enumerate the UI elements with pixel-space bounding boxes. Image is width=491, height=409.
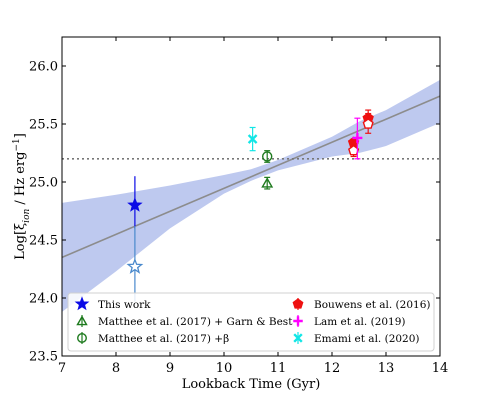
x-tick-label: 8 <box>112 361 120 376</box>
legend-label: Lam et al. (2019) <box>314 316 406 328</box>
y-tick-label: 25.0 <box>29 176 58 191</box>
x-tick-label: 9 <box>166 361 174 376</box>
legend-entry: This work <box>74 296 151 311</box>
x-tick-label: 7 <box>58 361 66 376</box>
plot-frame <box>61 36 441 357</box>
legend-marker <box>77 333 87 343</box>
legend-entry: Emami et al. (2020) <box>293 332 420 345</box>
x-axis-label: Lookback Time (Gyr) <box>182 377 321 392</box>
legend-label: Matthee et al. (2017) + Garn & Best <box>98 316 293 328</box>
data-point <box>261 177 274 188</box>
fit-line <box>62 95 440 259</box>
legend-label: Matthee et al. (2017) +β <box>98 333 229 345</box>
x-tick-label: 12 <box>324 361 341 376</box>
legend: This work Matthee et al. (2017) + Garn & … <box>67 292 435 352</box>
legend-entry: Matthee et al. (2017) + Garn & Best <box>76 315 293 328</box>
legend-label: This work <box>98 299 151 311</box>
data-point <box>262 151 273 162</box>
data-point <box>126 257 144 274</box>
confidence-band <box>62 79 440 312</box>
y-axis-label: Log[ξion / Hz erg−1] <box>12 133 32 260</box>
legend-entry: Matthee et al. (2017) +β <box>77 332 229 345</box>
x-tick-label: 10 <box>216 361 233 376</box>
y-tick-label: 25.5 <box>29 118 58 133</box>
y-tick-label: 26.0 <box>29 60 58 75</box>
axes: 7 8 9 10 11 12 13 14 23.5 24.0 24.5 25.0 25.5 26.0 <box>29 37 448 376</box>
legend-marker <box>74 296 90 311</box>
y-tick-label: 24.5 <box>29 234 58 249</box>
y-tick-label: 24.0 <box>29 292 58 307</box>
x-tick-label: 11 <box>270 361 287 376</box>
data-point <box>352 132 363 143</box>
legend-marker <box>293 333 303 343</box>
plot-area <box>62 79 440 312</box>
y-tick-label: 23.5 <box>29 350 58 365</box>
legend-frame <box>67 292 435 352</box>
data-point <box>362 118 374 129</box>
x-tick-label: 14 <box>432 361 449 376</box>
legend-marker <box>76 315 88 326</box>
legend-label: Emami et al. (2020) <box>314 333 420 345</box>
data-point <box>127 197 143 212</box>
data-point <box>247 134 258 144</box>
legend-entry: Lam et al. (2019) <box>293 315 406 328</box>
legend-marker <box>292 298 304 309</box>
legend-marker <box>293 316 303 326</box>
legend-entry: Bouwens et al. (2016) <box>292 298 430 311</box>
legend-label: Bouwens et al. (2016) <box>314 299 430 311</box>
x-tick-label: 13 <box>378 361 395 376</box>
